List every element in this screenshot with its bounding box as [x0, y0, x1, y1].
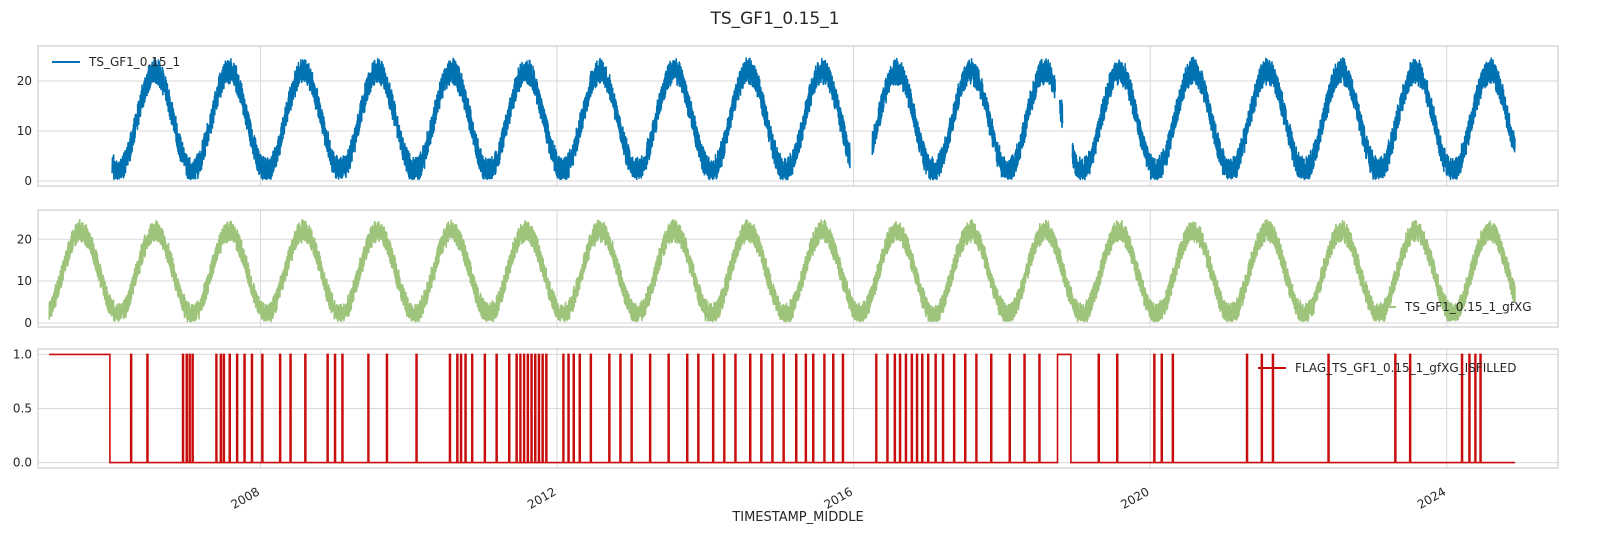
panel-frame: [37, 45, 1559, 187]
x-tick-label: 2024: [1415, 484, 1448, 511]
y-tick-label: 1.0: [13, 347, 32, 361]
y-tick-label: 20: [17, 74, 32, 88]
y-tick-label: 0.5: [13, 402, 32, 416]
figure-title: TS_GF1_0.15_1: [709, 9, 839, 29]
panel-middle: 0 10 20 TS_GF1_0.15_1_gfXG: [17, 209, 1559, 330]
y-tick-label: 0: [24, 174, 32, 188]
panel-frame: [37, 209, 1559, 328]
series-line-top: [111, 56, 1516, 181]
y-tick-label: 10: [17, 274, 32, 288]
legend-label: TS_GF1_0.15_1_gfXG: [1404, 300, 1532, 314]
legend-label: FLAG_TS_GF1_0.15_1_gfXG_ISFILLED: [1295, 361, 1516, 375]
series-line-middle: [48, 218, 1516, 323]
y-tick-label: 10: [17, 124, 32, 138]
legend-label: TS_GF1_0.15_1: [88, 55, 180, 69]
panel-bottom: 0.0 0.5 1.0 FLAG_TS_GF1_0.15_1_gfXG_ISFILLE…: [13, 347, 1559, 470]
x-tick-label: 2012: [525, 484, 558, 511]
panel-top: 0 10 20 TS_GF1_0.15_1: [17, 45, 1559, 188]
x-tick-label: 2016: [822, 484, 855, 511]
series-line-flag: [49, 353, 1515, 464]
x-tick-label: 2008: [228, 484, 261, 511]
panels-group: 0 10 20 TS_GF1_0.15_1 0 10 20 TS_GF1_0.15_1_gfX…: [13, 45, 1559, 512]
y-tick-label: 0: [24, 316, 32, 330]
panel-frame: [37, 348, 1559, 469]
y-tick-label: 20: [17, 232, 32, 246]
x-axis-label: TIMESTAMP_MIDDLE: [731, 510, 863, 525]
y-tick-label: 0.0: [13, 456, 32, 470]
x-tick-label: 2020: [1118, 484, 1151, 511]
